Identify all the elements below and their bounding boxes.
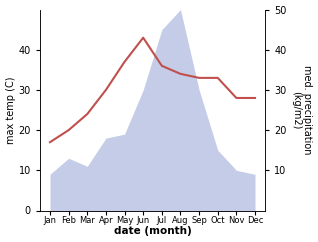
Y-axis label: med. precipitation
(kg/m2): med. precipitation (kg/m2) <box>291 65 313 155</box>
X-axis label: date (month): date (month) <box>114 227 191 236</box>
Y-axis label: max temp (C): max temp (C) <box>5 76 16 144</box>
